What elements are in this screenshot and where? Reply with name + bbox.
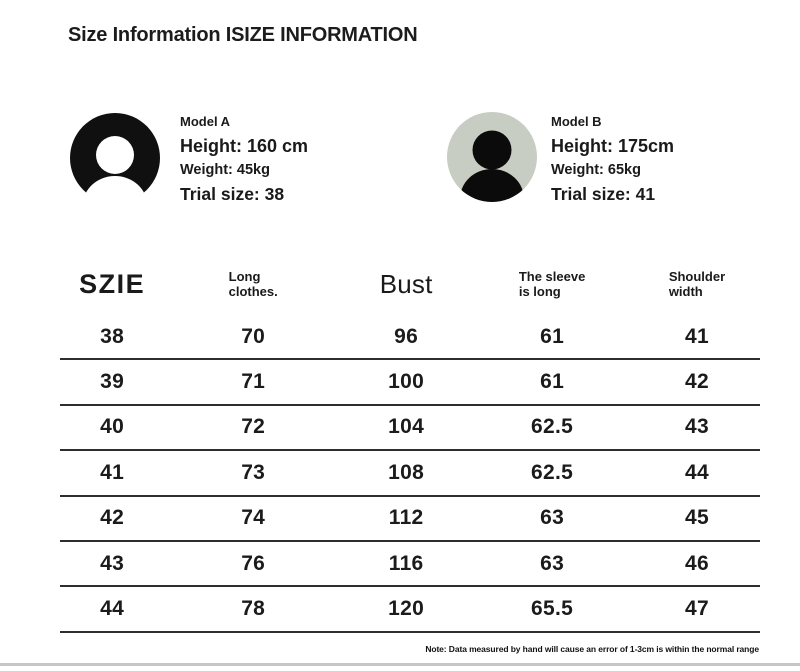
table-cell: 42 xyxy=(685,370,709,394)
table-row-2: 40 72 104 62.5 43 xyxy=(60,406,760,452)
table-cell: 78 xyxy=(241,597,266,621)
table-row-3: 41 73 108 62.5 44 xyxy=(60,451,760,497)
table-cell: 120 xyxy=(388,597,425,621)
size-table: SZIE Long clothes. Bust The sleeve is long S… xyxy=(60,253,760,633)
table-cell: 47 xyxy=(685,597,709,621)
model-a-info: Model A Height: 160 cm Weight: 45kg Tria… xyxy=(180,114,308,205)
page-title: Size Information ISIZE INFORMATION xyxy=(68,24,418,46)
column-header-0: SZIE xyxy=(79,268,146,299)
table-cell: 41 xyxy=(100,460,125,484)
table-cell: 39 xyxy=(100,370,125,394)
table-cell: 73 xyxy=(241,460,266,484)
table-cell: 63 xyxy=(540,551,565,575)
table-cell: 108 xyxy=(388,460,425,484)
model-b-weight: Weight: 65kg xyxy=(551,162,641,178)
table-cell: 112 xyxy=(388,506,424,530)
table-cell: 42 xyxy=(100,506,125,530)
table-row-5: 43 76 116 63 46 xyxy=(60,542,760,588)
table-body: 38 70 96 61 41 39 71 100 61 42 40 72 104 62.5 43 41 73 10… xyxy=(60,315,760,633)
table-cell: 62.5 xyxy=(531,460,574,484)
model-a-name: Model A xyxy=(180,114,231,129)
measurement-note: Note: Data measured by hand will cause a… xyxy=(425,644,759,654)
table-cell: 104 xyxy=(388,415,425,439)
table-cell: 116 xyxy=(388,551,424,575)
model-a-height: Height: 160 cm xyxy=(180,136,309,156)
table-cell: 76 xyxy=(241,551,266,575)
model-a-weight: Weight: 45kg xyxy=(180,162,270,178)
table-cell: 100 xyxy=(388,370,425,394)
table-header-row: SZIE Long clothes. Bust The sleeve is long S… xyxy=(60,253,760,315)
person-body-cutout xyxy=(83,176,147,204)
column-header-4: Shoulder width xyxy=(668,268,726,299)
table-row-6: 44 78 120 65.5 47 xyxy=(60,587,760,633)
model-b-info: Model B Height: 175cm Weight: 65kg Trial… xyxy=(551,114,674,205)
table-cell: 45 xyxy=(685,506,709,530)
table-row-4: 42 74 112 63 45 xyxy=(60,497,760,542)
column-header-1: Long clothes. xyxy=(228,268,278,299)
model-a-avatar-icon xyxy=(70,113,160,204)
table-cell: 62.5 xyxy=(531,415,574,439)
bottom-divider xyxy=(0,663,800,666)
model-a-trial-size: Trial size: 38 xyxy=(180,184,285,204)
model-b-name: Model B xyxy=(551,114,602,129)
table-cell: 41 xyxy=(685,324,709,348)
person-body xyxy=(460,169,524,202)
table-cell: 38 xyxy=(100,324,125,348)
table-cell: 61 xyxy=(540,370,565,394)
table-row-0: 38 70 96 61 41 xyxy=(60,315,760,361)
table-cell: 43 xyxy=(685,415,709,439)
table-cell: 43 xyxy=(100,551,125,575)
table-row-1: 39 71 100 61 42 xyxy=(60,360,760,406)
table-cell: 65.5 xyxy=(531,597,574,621)
table-cell: 40 xyxy=(100,415,125,439)
table-cell: 74 xyxy=(241,506,266,530)
model-b-trial-size: Trial size: 41 xyxy=(551,184,656,204)
model-b-height: Height: 175cm xyxy=(551,136,675,156)
table-cell: 70 xyxy=(241,324,266,348)
column-header-2: Bust xyxy=(379,268,433,299)
table-cell: 96 xyxy=(394,324,419,348)
table-cell: 71 xyxy=(241,370,266,394)
table-cell: 46 xyxy=(685,551,709,575)
table-cell: 61 xyxy=(540,324,565,348)
column-header-3: The sleeve is long xyxy=(518,268,586,299)
person-head-cutout xyxy=(96,136,134,174)
person-head xyxy=(472,130,512,170)
table-cell: 44 xyxy=(100,597,125,621)
table-cell: 44 xyxy=(685,460,709,484)
model-b-avatar-icon xyxy=(447,112,537,202)
table-cell: 72 xyxy=(241,415,266,439)
table-cell: 63 xyxy=(540,506,565,530)
